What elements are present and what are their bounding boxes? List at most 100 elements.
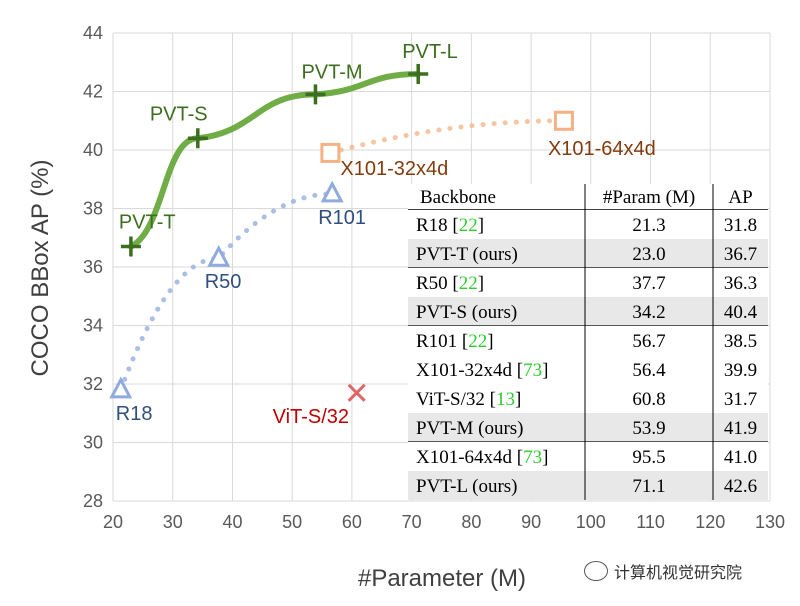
table-cell-backbone: PVT-T (ours): [416, 244, 518, 265]
table-row: ViT-S/32 [13] 60.8 31.7: [408, 384, 768, 413]
series-line-0: [127, 70, 422, 250]
watermark-text: 计算机视觉研究院: [614, 563, 743, 582]
table-cell-backbone: R50 [22]: [416, 273, 484, 294]
table-cell-backbone: R101 [22]: [416, 331, 494, 352]
point-labels: PVT-T PVT-S PVT-M PVT-L R18 R50 R101 X101-32x4d…: [116, 41, 656, 428]
marker-X101-32x4d: [320, 142, 341, 163]
table-cell-backbone: PVT-S (ours): [416, 302, 517, 323]
table-cell-backbone: PVT-L (ours): [416, 476, 518, 497]
table-row: PVT-T (ours) 23.0 36.7: [408, 239, 768, 268]
series-lines: [118, 70, 567, 393]
table-row-bg: [408, 210, 768, 239]
x-tick-label: 70: [402, 512, 422, 532]
x-tick-label: 50: [282, 512, 302, 532]
series-line-1: [118, 191, 335, 393]
point-label-R50: R50: [205, 271, 242, 293]
x-tick-label: 130: [755, 512, 785, 532]
table-row-bg: [408, 471, 768, 500]
table-cell-param: 34.2: [632, 302, 665, 323]
wechat-icon: [584, 561, 608, 581]
table-row-bg: [408, 413, 768, 442]
marker-PVT-T: [120, 236, 141, 257]
table-cell-ap: 31.7: [724, 389, 757, 410]
point-label-X101-64x4d: X101-64x4d: [548, 138, 656, 160]
table-row-bg: [408, 326, 768, 355]
table-row: PVT-M (ours) 53.9 41.9: [408, 413, 768, 442]
y-tick-label: 28: [83, 491, 103, 511]
table-row: PVT-L (ours) 71.1 42.6: [408, 471, 768, 500]
axis-ticks: 28 30 32 34 36 38 40 42 44 20 30 40 50 60 70 80 90 100 110…: [83, 23, 785, 532]
marker-X101-64x4d: [553, 110, 574, 131]
table-cell-ap: 42.6: [724, 476, 757, 497]
table-row: R50 [22] 37.7 36.3: [408, 268, 768, 297]
table-row: X101-32x4d [73] 56.4 39.9: [408, 355, 768, 384]
series-line-2: [327, 118, 567, 156]
table-cell-param: 23.0: [632, 244, 665, 265]
table-header-cell: Backbone: [420, 187, 496, 208]
table-row-bg: [408, 355, 768, 384]
table-header-bg: [408, 184, 768, 210]
table-cell-ap: 36.3: [724, 273, 757, 294]
x-tick-label: 100: [576, 512, 606, 532]
marker-PVT-S: [187, 128, 208, 149]
table-cell-param: 56.7: [632, 331, 665, 352]
table-cell-param: 71.1: [632, 476, 665, 497]
series-markers: [109, 63, 574, 402]
table-row-bg: [408, 297, 768, 326]
table-header-cell: #Param (M): [603, 187, 695, 208]
table-cell-param: 53.9: [632, 418, 665, 439]
table-cell-backbone: PVT-M (ours): [416, 418, 524, 439]
x-tick-label: 110: [636, 512, 665, 532]
y-axis-title: COCO BBox AP (%): [27, 160, 54, 377]
marker-R18: [109, 376, 133, 399]
table-cell-ap: 41.9: [724, 418, 757, 439]
table-row-bg: [408, 268, 768, 297]
table-cell-backbone: R18 [22]: [416, 215, 484, 236]
table-cell-ap: 41.0: [724, 447, 757, 468]
point-label-PVT-L: PVT-L: [402, 41, 458, 63]
marker-R101: [320, 180, 344, 203]
x-tick-label: 120: [695, 512, 725, 532]
point-label-ViT-S/32: ViT-S/32: [273, 406, 349, 428]
table-cell-ap: 36.7: [724, 244, 757, 265]
watermark: 计算机视觉研究院: [584, 559, 742, 583]
point-label-PVT-M: PVT-M: [301, 61, 362, 83]
table-cell-ap: 31.8: [724, 215, 757, 236]
y-tick-label: 32: [83, 374, 103, 394]
results-table: Backbone #Param (M) AP R18 [22] 21.3 31.8 PVT-…: [408, 184, 768, 500]
point-label-PVT-T: PVT-T: [119, 212, 176, 234]
table-header-cell: AP: [728, 187, 752, 208]
table-cell-param: 60.8: [632, 389, 665, 410]
table-cell-backbone: X101-64x4d [73]: [416, 447, 548, 468]
table-row: X101-64x4d [73] 95.5 41.0: [408, 442, 768, 471]
point-label-PVT-S: PVT-S: [150, 103, 208, 125]
table-cell-param: 95.5: [632, 447, 665, 468]
x-tick-label: 30: [163, 512, 183, 532]
table-row: PVT-S (ours) 34.2 40.4: [408, 297, 768, 326]
x-tick-label: 80: [461, 512, 481, 532]
y-tick-label: 38: [83, 199, 103, 219]
x-tick-label: 40: [222, 512, 242, 532]
table-row-bg: [408, 384, 768, 413]
y-tick-label: 36: [83, 257, 103, 277]
table-cell-backbone: ViT-S/32 [13]: [416, 389, 521, 410]
x-tick-label: 60: [342, 512, 362, 532]
y-tick-label: 42: [83, 82, 103, 102]
marker-PVT-L: [408, 63, 429, 84]
y-tick-label: 44: [83, 23, 103, 43]
table-cell-ap: 38.5: [724, 331, 757, 352]
table-row: R18 [22] 21.3 31.8: [408, 210, 768, 239]
marker-ViT-S/32: [347, 383, 366, 402]
marker-R50: [207, 245, 231, 267]
x-axis-title: #Parameter (M): [358, 565, 526, 592]
y-tick-label: 40: [83, 140, 103, 160]
table-row-bg: [408, 239, 768, 268]
marker-PVT-M: [305, 84, 326, 105]
point-label-X101-32x4d: X101-32x4d: [340, 158, 448, 180]
table-cell-param: 56.4: [632, 360, 666, 381]
table-cell-param: 21.3: [632, 215, 665, 236]
table-cell-backbone: X101-32x4d [73]: [416, 360, 548, 381]
table-cell-param: 37.7: [632, 273, 665, 294]
table-row-bg: [408, 442, 768, 471]
